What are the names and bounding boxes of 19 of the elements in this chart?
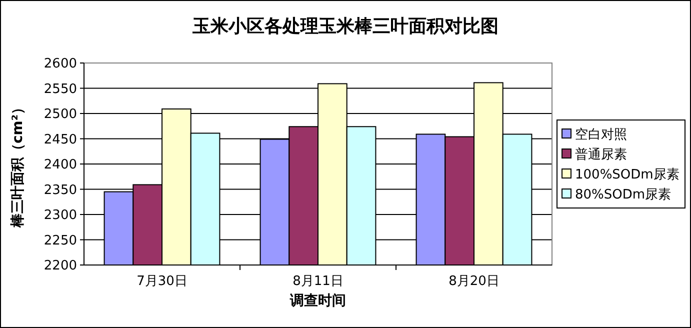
legend-label: 空白对照 (575, 128, 627, 143)
y-tick-label: 2300 (44, 208, 77, 224)
x-axis-title: 调查时间 (289, 293, 346, 309)
y-tick-label: 2500 (44, 107, 77, 122)
x-tick-label: 8月20日 (448, 274, 500, 289)
chart-title: 玉米小区各处理玉米棒三叶面积对比图 (192, 16, 498, 37)
y-tick-label: 2200 (44, 258, 77, 274)
y-tick-label: 2550 (44, 82, 77, 97)
x-tick-label: 7月30日 (136, 274, 188, 289)
legend-label: 80%SODm尿素 (575, 188, 672, 203)
legend-label: 100%SODm尿素 (575, 168, 680, 183)
y-axis-title: 棒三叶面积（cm²） (10, 100, 26, 229)
y-tick-label: 2400 (44, 158, 77, 173)
x-tick-label: 8月11日 (292, 274, 344, 289)
y-tick-label: 2600 (44, 56, 77, 72)
legend-label: 普通尿素 (575, 146, 627, 163)
y-tick-label: 2350 (44, 182, 77, 198)
y-tick-label: 2450 (44, 132, 77, 148)
y-tick-label: 2250 (44, 233, 77, 248)
